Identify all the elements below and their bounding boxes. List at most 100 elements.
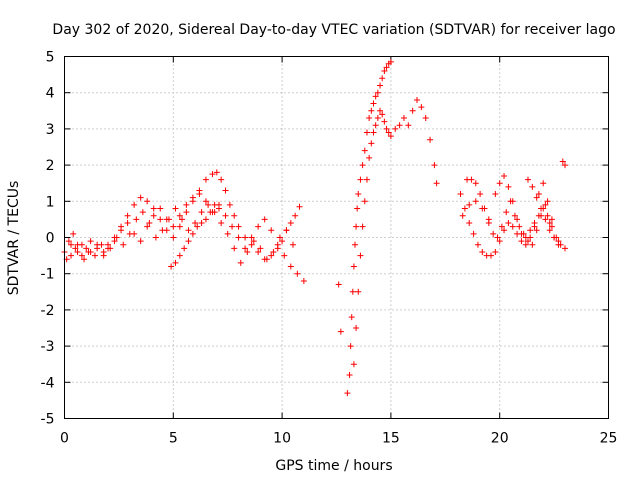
data-point: [561, 245, 568, 252]
y-tick-label: 3: [46, 122, 55, 138]
data-point: [555, 238, 562, 245]
data-point: [477, 191, 484, 198]
data-point: [370, 100, 377, 107]
data-point: [363, 176, 370, 183]
y-tick-label: 5: [46, 50, 55, 66]
data-point: [363, 129, 370, 136]
data-point: [235, 223, 242, 230]
data-point: [353, 325, 360, 331]
data-point: [346, 372, 353, 379]
data-point: [83, 245, 90, 252]
data-point: [137, 238, 144, 245]
data-point: [551, 234, 558, 241]
data-point: [137, 194, 144, 201]
data-point: [374, 115, 381, 122]
plot-frame: [64, 56, 609, 419]
x-tick-label: 10: [273, 431, 291, 447]
data-point: [466, 201, 473, 208]
data-point: [540, 180, 547, 187]
data-point: [185, 238, 192, 245]
data-point: [542, 201, 549, 208]
data-point: [192, 220, 199, 227]
data-point: [492, 191, 499, 198]
data-point: [470, 230, 477, 237]
data-point: [185, 227, 192, 234]
data-point: [242, 245, 249, 252]
data-point: [457, 191, 464, 198]
data-point: [207, 209, 214, 216]
data-point: [205, 201, 212, 208]
data-point: [292, 212, 299, 219]
data-point: [538, 205, 545, 212]
data-point: [533, 227, 540, 234]
data-point: [335, 281, 342, 288]
data-point: [87, 238, 94, 245]
data-point: [231, 245, 238, 252]
data-point: [276, 234, 283, 241]
y-tick-label: 1: [46, 194, 55, 210]
data-point: [418, 104, 425, 111]
data-point: [516, 223, 523, 230]
series-track-i: [459, 172, 555, 248]
series-track-f: [350, 96, 440, 368]
data-point: [531, 223, 538, 230]
data-point: [368, 107, 375, 114]
data-point: [372, 122, 379, 129]
data-point: [296, 203, 303, 210]
data-point: [261, 216, 268, 223]
data-point: [353, 223, 360, 230]
data-point: [379, 111, 386, 118]
data-point: [131, 201, 138, 208]
data-point: [170, 223, 177, 230]
y-tick-label: -1: [41, 267, 55, 283]
data-points: [61, 58, 568, 397]
data-point: [255, 248, 262, 255]
data-point: [527, 234, 534, 241]
data-point: [368, 140, 375, 147]
data-point: [522, 241, 529, 248]
y-tick-label: 0: [46, 231, 55, 247]
x-tick-label: 25: [600, 431, 618, 447]
data-point: [209, 171, 216, 178]
data-point: [248, 234, 255, 241]
series-track-j: [524, 158, 568, 245]
y-tick-label: -2: [41, 303, 55, 319]
data-point: [237, 259, 244, 266]
data-point: [544, 198, 551, 205]
data-point: [468, 176, 475, 183]
data-point: [159, 227, 166, 234]
data-point: [347, 343, 354, 350]
data-point: [381, 118, 388, 125]
data-point: [400, 115, 407, 122]
data-point: [179, 216, 186, 223]
data-point: [283, 227, 290, 234]
data-point: [359, 162, 366, 169]
data-point: [289, 241, 296, 248]
data-point: [509, 198, 516, 205]
data-point: [348, 314, 355, 321]
data-point: [150, 212, 157, 219]
data-point: [87, 248, 94, 255]
data-point: [538, 212, 545, 219]
series-track-e: [335, 58, 394, 397]
data-point: [357, 176, 364, 183]
x-axis-label: GPS time / hours: [275, 458, 392, 474]
data-point: [351, 241, 358, 248]
data-point: [202, 216, 209, 223]
x-tick-label: 20: [491, 431, 509, 447]
data-point: [518, 230, 525, 237]
data-point: [91, 252, 98, 259]
data-point: [427, 136, 434, 143]
data-point: [492, 248, 499, 255]
data-point: [561, 162, 568, 169]
data-point: [257, 245, 264, 252]
data-point: [268, 252, 275, 259]
data-point: [118, 223, 125, 230]
y-axis-label: SDTVAR / TECUs: [6, 181, 22, 296]
data-point: [124, 220, 131, 227]
data-point: [198, 209, 205, 216]
data-point: [248, 241, 255, 248]
data-point: [213, 169, 220, 176]
data-point: [176, 252, 183, 259]
